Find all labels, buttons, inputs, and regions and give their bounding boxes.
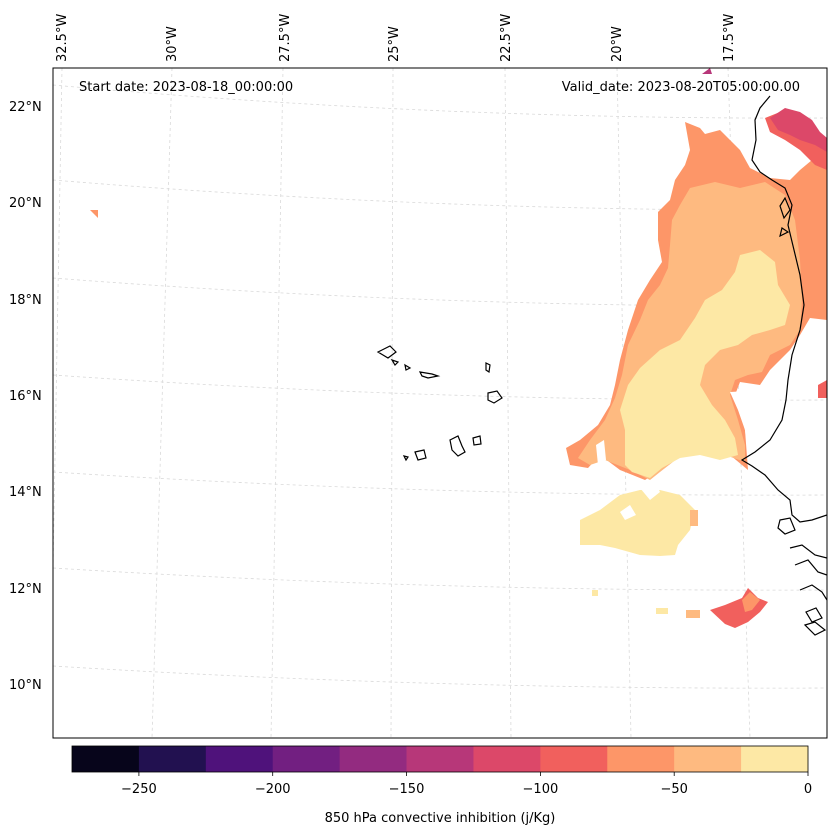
colorbar-outline [71, 745, 809, 773]
lat-label-14n: 14°N [9, 485, 42, 500]
colorbar-swatch [406, 746, 474, 772]
colorbar-tick-0: 0 [804, 782, 812, 797]
cin-south-speck-3 [686, 610, 700, 618]
lat-label-16n: 16°N [9, 389, 42, 404]
cin-south-speck-2 [592, 590, 598, 596]
lon-label-20w: 20°W [610, 26, 625, 62]
colorbar-swatch [741, 746, 809, 772]
lat-label-18n: 18°N [9, 293, 42, 308]
colorbar-swatch [205, 746, 274, 772]
colorbar-swatch [272, 746, 341, 772]
colorbar-swatches [72, 746, 809, 772]
cin-west-speck [90, 210, 98, 218]
lon-label-32-5w: 32.5°W [55, 14, 70, 62]
start-date-annotation: Start date: 2023-08-18_00:00:00 [79, 80, 293, 95]
colorbar-tick-minus250: −250 [121, 782, 157, 797]
colorbar-ticks [138, 772, 809, 776]
colorbar-swatch [72, 746, 140, 772]
lon-label-25w: 25°W [387, 26, 402, 62]
colorbar-tick-minus150: −150 [389, 782, 425, 797]
colorbar-label: 850 hPa convective inhibition (j/Kg) [325, 811, 556, 826]
cape-verde-islands [376, 345, 503, 462]
colorbar-tick-minus100: −100 [523, 782, 559, 797]
longitude-labels: 32.5°W 30°W 27.5°W 25°W 22.5°W 20°W 17.5… [55, 14, 737, 62]
cin-gaps [596, 390, 790, 520]
colorbar-swatch [674, 746, 742, 772]
lon-label-30w: 30°W [165, 26, 180, 62]
lon-label-22-5w: 22.5°W [499, 14, 514, 62]
colorbar-swatch [473, 746, 541, 772]
cin-band-minus125-minus100 [770, 108, 827, 152]
cin-south-cluster-core [742, 592, 760, 612]
lon-label-17-5w: 17.5°W [722, 14, 737, 62]
map-border [52, 67, 828, 739]
cin-band-minus25-0 [620, 250, 790, 478]
colorbar-swatch [138, 746, 207, 772]
lat-label-12n: 12°N [9, 582, 42, 597]
lat-label-10n: 10°N [9, 678, 42, 693]
coastlines [376, 95, 827, 636]
lat-label-22n: 22°N [9, 100, 42, 115]
lon-label-27-5w: 27.5°W [278, 14, 293, 62]
colorbar: −250 −200 −150 −100 −50 0 850 hPa convec… [71, 745, 812, 826]
cin-south-light-patch [580, 490, 695, 556]
cin-south-speck-1 [656, 608, 668, 614]
colorbar-tick-minus200: −200 [255, 782, 291, 797]
cin-filled-contours [90, 68, 827, 628]
valid-date-annotation: Valid_date: 2023-08-20T05:00:00.00 [562, 80, 800, 95]
colorbar-tick-minus50: −50 [660, 782, 687, 797]
lat-label-20n: 20°N [9, 196, 42, 211]
graticule [53, 68, 827, 738]
africa-coastline [740, 95, 827, 523]
colorbar-swatch [607, 746, 675, 772]
colorbar-swatch [339, 746, 407, 772]
cin-south-orange-speck [690, 510, 698, 526]
cin-north-edge-speck [702, 68, 712, 74]
colorbar-swatch [540, 746, 608, 772]
cin-east-edge-patch [818, 380, 827, 398]
latitude-labels: 22°N 20°N 18°N 16°N 14°N 12°N 10°N [9, 100, 42, 693]
